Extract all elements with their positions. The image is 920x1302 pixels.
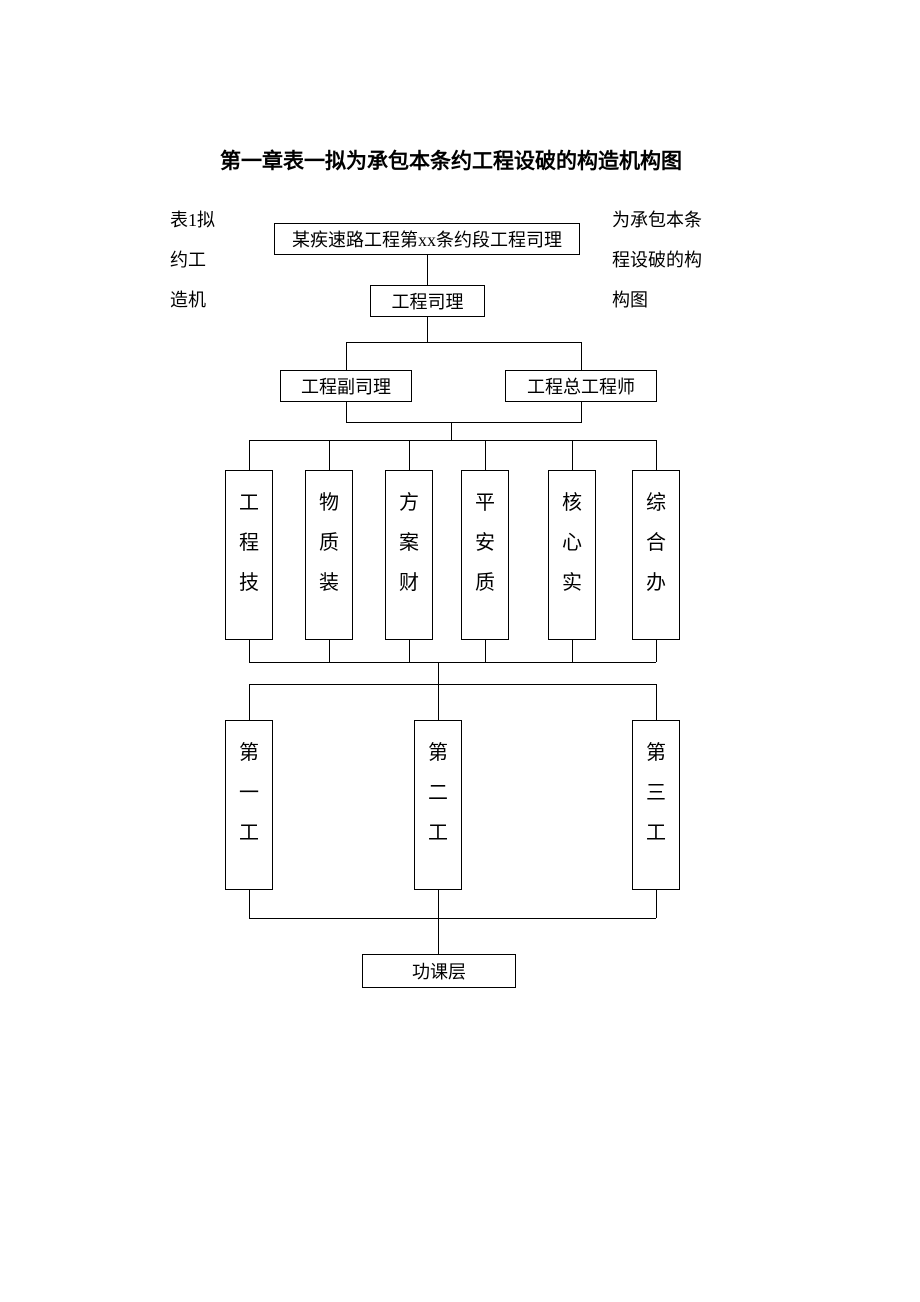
edge: [329, 640, 330, 662]
edge: [249, 440, 656, 441]
edge: [451, 422, 452, 440]
node-deputy: 工程副司理: [280, 370, 412, 402]
edge: [572, 440, 573, 470]
edge: [427, 255, 428, 285]
side-text-left-2: 约工: [170, 240, 206, 280]
edge: [485, 440, 486, 470]
node-root: 某疾速路工程第xx条约段工程司理: [274, 223, 580, 255]
edge: [572, 640, 573, 662]
node-dept-6: 综合办: [632, 470, 680, 640]
edge: [438, 890, 439, 918]
edge: [249, 890, 250, 918]
edge: [656, 890, 657, 918]
edge: [249, 640, 250, 662]
edge: [346, 402, 347, 422]
node-bottom: 功课层: [362, 954, 516, 988]
edge: [427, 317, 428, 342]
edge: [249, 684, 656, 685]
node-dept-2: 物质装: [305, 470, 353, 640]
edge: [409, 440, 410, 470]
node-pm: 工程司理: [370, 285, 485, 317]
side-text-right-2: 程设破的构: [612, 240, 702, 280]
edge: [656, 684, 657, 720]
edge: [656, 440, 657, 470]
edge: [346, 422, 582, 423]
edge: [249, 684, 250, 720]
side-text-right-1: 为承包本条: [612, 200, 702, 240]
edge: [249, 918, 656, 919]
edge: [249, 440, 250, 470]
edge: [581, 342, 582, 370]
node-dept-4: 平安质: [461, 470, 509, 640]
node-team-1: 第一工: [225, 720, 273, 890]
node-engineer: 工程总工程师: [505, 370, 657, 402]
side-text-left-3: 造机: [170, 280, 206, 320]
edge: [656, 640, 657, 662]
edge: [346, 342, 347, 370]
edge: [329, 440, 330, 470]
edge: [438, 684, 439, 720]
node-dept-1: 工程技: [225, 470, 273, 640]
side-text-right-3: 构图: [612, 280, 648, 320]
edge: [581, 402, 582, 422]
edge: [485, 640, 486, 662]
node-dept-3: 方案财: [385, 470, 433, 640]
edge: [409, 640, 410, 662]
node-team-3: 第三工: [632, 720, 680, 890]
page-title: 第一章表一拟为承包本条约工程设破的构造机构图: [220, 145, 682, 175]
edge: [346, 342, 582, 343]
node-team-2: 第二工: [414, 720, 462, 890]
edge: [438, 662, 439, 684]
edge: [438, 918, 439, 954]
side-text-left-1: 表1拟: [170, 200, 215, 240]
edge: [249, 662, 656, 663]
node-dept-5: 核心实: [548, 470, 596, 640]
